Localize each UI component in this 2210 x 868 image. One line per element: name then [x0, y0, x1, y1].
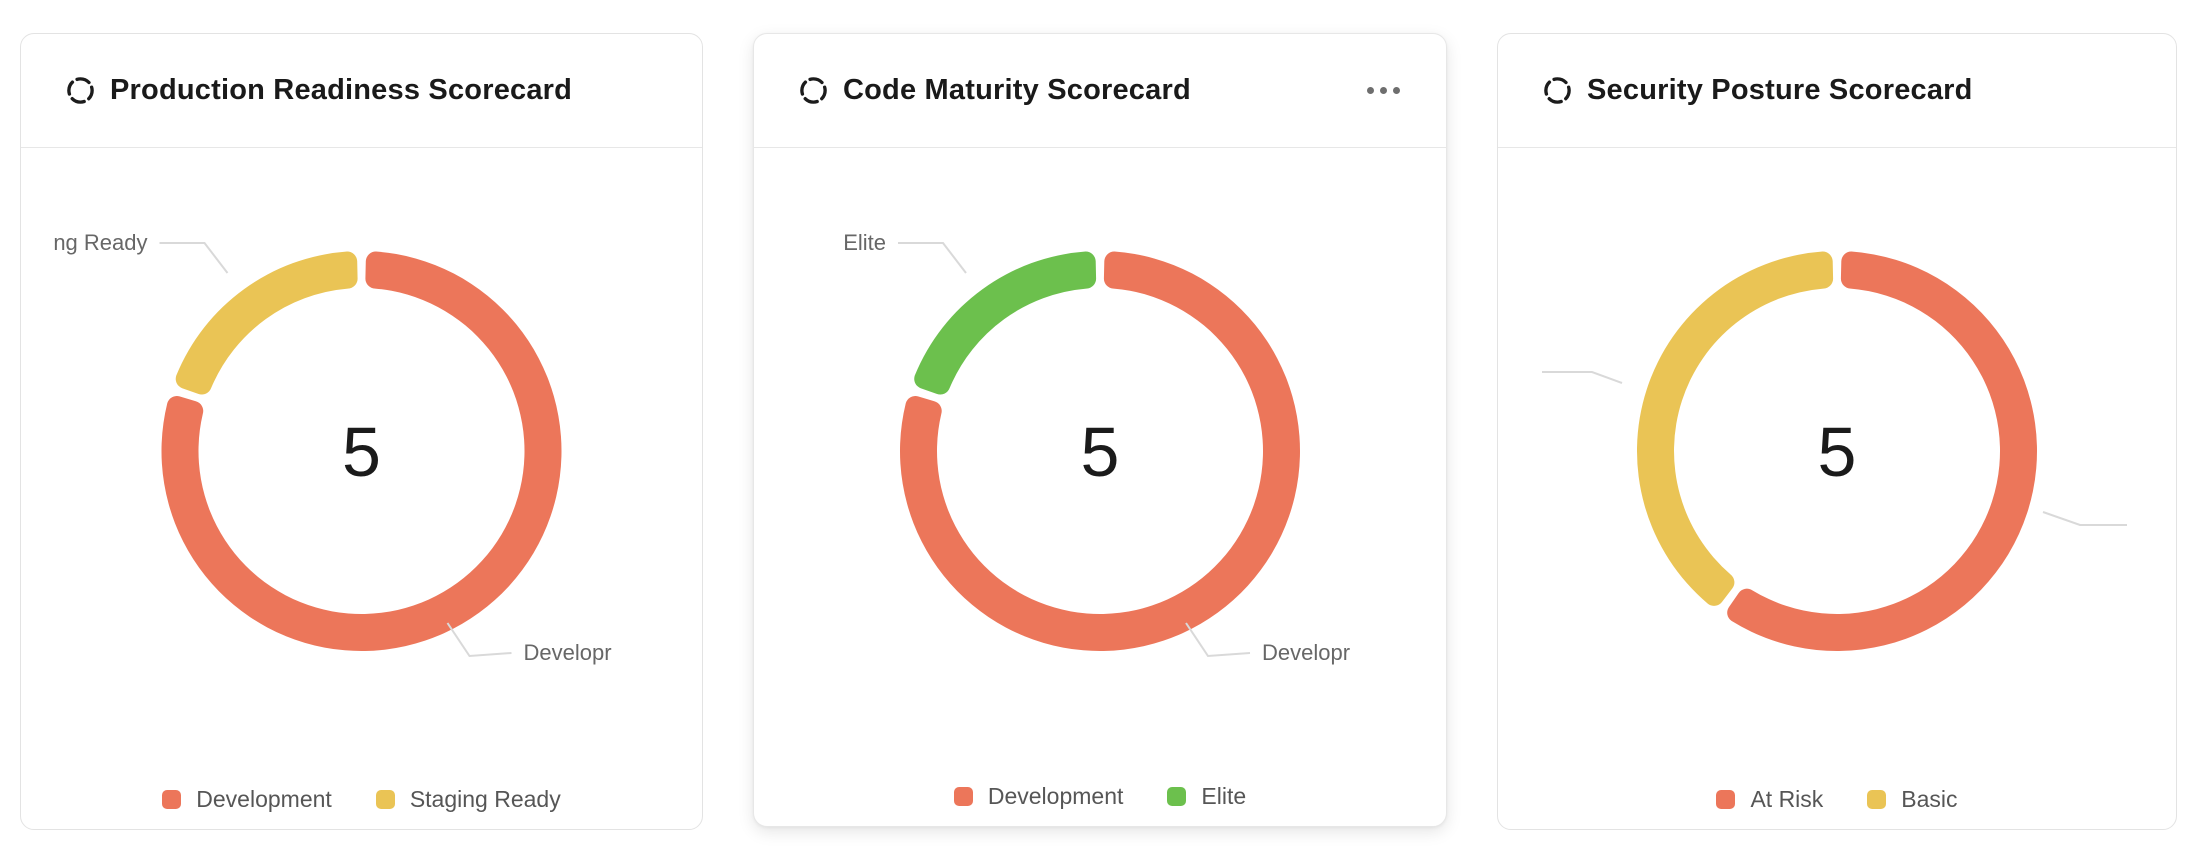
chart-area: 5 At Risk Basic — [1498, 148, 2176, 829]
legend-item-development[interactable]: Development — [162, 786, 332, 813]
callout-label: Developr — [524, 640, 612, 665]
legend-label: Development — [987, 783, 1124, 809]
donut-segment-staging-ready[interactable] — [175, 251, 358, 395]
callout-label: ng Ready — [53, 230, 147, 255]
ellipsis-dot — [1380, 87, 1387, 94]
donut-chart: 5 — [1542, 251, 2127, 652]
chart-legend: Development Staging Ready — [21, 786, 702, 813]
donut-chart: 5 ng Ready Developr — [53, 230, 612, 665]
chart-area: 5 ng Ready Developr Development Staging Rea… — [21, 148, 702, 829]
callout-leader-line — [1542, 371, 1623, 384]
chart-legend: At Risk Basic — [1498, 786, 2176, 813]
card-production-readiness: Production Readiness Scorecard 5 ng Ready… — [20, 33, 703, 830]
callout-leader-line — [159, 242, 229, 274]
ellipsis-dot — [1367, 87, 1374, 94]
legend-label: Staging Ready — [409, 786, 561, 812]
donut-segment-elite[interactable] — [914, 251, 1097, 395]
donut-center-value: 5 — [1081, 413, 1120, 491]
card-header: Security Posture Scorecard — [1498, 34, 2176, 148]
donut-chart: 5 Elite Developr — [843, 230, 1350, 665]
legend-label: Elite — [1201, 783, 1247, 809]
legend-item-staging-ready[interactable]: Staging Ready — [375, 786, 561, 813]
callout-leader-line — [446, 622, 512, 658]
ellipsis-dot — [1393, 87, 1400, 94]
donut-center-value: 5 — [1818, 413, 1857, 491]
card-title: Code Maturity Scorecard — [843, 74, 1191, 106]
card-menu-button[interactable] — [1365, 79, 1402, 102]
card-header: Production Readiness Scorecard — [21, 34, 702, 148]
card-title: Security Posture Scorecard — [1587, 74, 1973, 106]
legend-label: Basic — [1901, 786, 1958, 812]
dashed-circle-icon — [1542, 75, 1573, 106]
card-header: Code Maturity Scorecard — [754, 34, 1446, 148]
legend-item-elite[interactable]: Elite — [1167, 783, 1246, 810]
donut-segment-at-risk[interactable] — [1727, 251, 2038, 652]
legend-swatch — [1167, 787, 1187, 806]
legend-label: Development — [196, 786, 332, 812]
callout-label: Developr — [1262, 640, 1350, 665]
legend-item-basic[interactable]: Basic — [1867, 786, 1958, 813]
legend-swatch — [162, 790, 182, 809]
legend-swatch — [953, 787, 973, 806]
callout-leader-line — [898, 242, 967, 274]
legend-item-at-risk[interactable]: At Risk — [1716, 786, 1823, 813]
legend-swatch — [375, 790, 395, 809]
card-code-maturity: Code Maturity Scorecard 5 Elite Developr D… — [753, 33, 1447, 827]
callout-leader-line — [2042, 511, 2127, 526]
donut-center-value: 5 — [342, 413, 381, 491]
dashed-circle-icon — [798, 75, 829, 106]
chart-legend: Development Elite — [754, 783, 1446, 810]
card-security-posture: Security Posture Scorecard 5 At Risk Basi… — [1497, 33, 2177, 830]
legend-label: At Risk — [1750, 786, 1824, 812]
card-title: Production Readiness Scorecard — [110, 74, 573, 106]
dashed-circle-icon — [65, 75, 96, 106]
callout-leader-line — [1185, 622, 1251, 658]
legend-swatch — [1867, 790, 1887, 809]
callout-label: Elite — [843, 230, 886, 255]
donut-segment-basic[interactable] — [1636, 251, 1834, 606]
legend-item-development[interactable]: Development — [953, 783, 1124, 810]
chart-area: 5 Elite Developr Development Elite — [754, 148, 1446, 826]
legend-swatch — [1716, 790, 1736, 809]
